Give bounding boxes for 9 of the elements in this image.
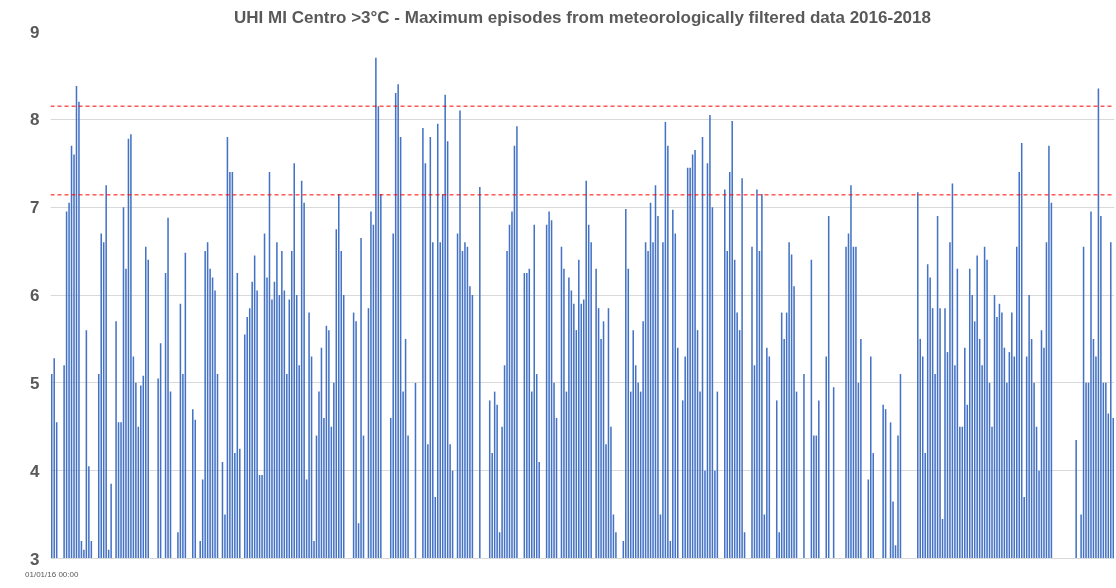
y-tick-label: 4 [30, 461, 41, 481]
y-tick-label: 8 [30, 110, 40, 130]
x-tick-label: 01/01/16 00:00 [25, 569, 79, 579]
y-tick-label: 9 [30, 22, 40, 42]
chart-title: UHI MI Centro >3°C - Maximum episodes from meteorologically filtered data 2016-2018 [234, 7, 931, 27]
y-tick-label: 7 [30, 198, 40, 218]
y-tick-label: 3 [30, 549, 40, 569]
y-tick-label: 6 [30, 286, 40, 305]
y-tick-label: 5 [30, 373, 40, 393]
